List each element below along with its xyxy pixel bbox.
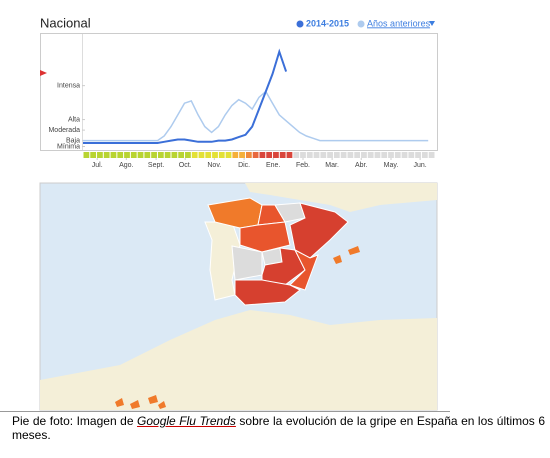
plot-frame bbox=[40, 33, 438, 151]
level-cell bbox=[198, 152, 205, 158]
level-cell bbox=[273, 152, 279, 158]
island bbox=[333, 255, 342, 264]
level-cell bbox=[293, 152, 300, 158]
island bbox=[158, 401, 166, 409]
level-cell bbox=[259, 152, 266, 158]
x-tick-label: Feb. bbox=[296, 162, 310, 169]
level-cell bbox=[245, 152, 252, 158]
map bbox=[39, 182, 438, 411]
level-cell bbox=[333, 152, 340, 158]
level-cell bbox=[320, 152, 327, 158]
series-line bbox=[83, 90, 429, 142]
level-cell bbox=[178, 152, 185, 158]
island bbox=[348, 246, 360, 255]
level-cell bbox=[144, 152, 151, 158]
x-tick-label: Mar. bbox=[325, 162, 339, 169]
y-tick-label: Moderada bbox=[48, 127, 80, 134]
level-cell bbox=[306, 152, 313, 158]
x-tick-label: Abr. bbox=[355, 162, 368, 169]
legend-swatch bbox=[357, 20, 365, 28]
caption-text: sobre la evolución de la gripe en España… bbox=[12, 414, 546, 442]
level-cell bbox=[151, 152, 157, 158]
legend-label: 2014-2015 bbox=[306, 18, 349, 28]
level-cell bbox=[218, 152, 225, 158]
y-tick-label: Mínima bbox=[57, 143, 80, 150]
y-tick-label: Alta bbox=[68, 116, 80, 123]
level-cell bbox=[381, 152, 388, 158]
level-cell bbox=[421, 152, 428, 158]
level-cell bbox=[286, 152, 293, 158]
legend-swatch bbox=[296, 20, 304, 28]
level-cell bbox=[374, 152, 381, 158]
level-cell bbox=[225, 152, 232, 158]
level-cell bbox=[340, 152, 347, 158]
caption-text: Pie de foto: Imagen de bbox=[12, 414, 138, 428]
level-cell bbox=[279, 152, 286, 158]
x-tick-label: Dic. bbox=[238, 162, 250, 169]
level-cell bbox=[415, 152, 421, 158]
level-cell bbox=[205, 152, 212, 158]
level-cell bbox=[428, 152, 435, 158]
level-cell bbox=[327, 152, 333, 158]
level-cell bbox=[171, 152, 178, 158]
level-cell bbox=[347, 152, 354, 158]
level-cell bbox=[388, 152, 394, 158]
level-cell bbox=[117, 152, 124, 158]
x-tick-label: Nov. bbox=[207, 162, 221, 169]
island bbox=[115, 398, 124, 407]
africa bbox=[40, 310, 437, 410]
level-cell bbox=[232, 152, 239, 158]
level-cell bbox=[124, 152, 130, 158]
level-cell bbox=[212, 152, 218, 158]
y-tick-label: Intensa bbox=[57, 82, 80, 89]
x-tick-label: Jun. bbox=[413, 162, 426, 169]
level-cell bbox=[252, 152, 259, 158]
caption-link[interactable]: Google Flu Trends bbox=[137, 414, 236, 428]
level-cell bbox=[300, 152, 306, 158]
level-cell bbox=[137, 152, 144, 158]
region bbox=[289, 248, 319, 291]
level-cell bbox=[103, 152, 110, 158]
region bbox=[231, 245, 263, 281]
x-tick-label: Ene. bbox=[266, 162, 280, 169]
island bbox=[130, 400, 140, 409]
y-tick-label: Baja bbox=[66, 137, 80, 144]
region bbox=[239, 221, 291, 253]
x-tick-label: May. bbox=[384, 162, 399, 169]
dropdown-arrow[interactable] bbox=[429, 21, 435, 26]
level-cell bbox=[157, 152, 164, 158]
x-tick-label: Ago. bbox=[119, 162, 133, 169]
series-line bbox=[83, 48, 288, 144]
level-cell bbox=[83, 152, 90, 158]
level-cell bbox=[361, 152, 367, 158]
level-cell bbox=[164, 152, 171, 158]
level-cell bbox=[90, 152, 97, 158]
island bbox=[148, 395, 158, 404]
marker bbox=[40, 70, 47, 76]
level-cell bbox=[354, 152, 361, 158]
level-cell bbox=[97, 152, 103, 158]
x-tick-label: Jul. bbox=[92, 162, 103, 169]
x-tick-label: Oct. bbox=[179, 162, 192, 169]
level-cell bbox=[266, 152, 273, 158]
region bbox=[234, 279, 301, 306]
level-cell bbox=[394, 152, 401, 158]
france bbox=[245, 183, 437, 212]
level-cell bbox=[110, 152, 117, 158]
level-cell bbox=[239, 152, 245, 158]
level-cell bbox=[401, 152, 408, 158]
x-tick-label: Sept. bbox=[148, 162, 164, 169]
caption: Pie de foto: Imagen de Google Flu Trends… bbox=[12, 414, 545, 442]
level-cell bbox=[367, 152, 374, 158]
level-cell bbox=[130, 152, 137, 158]
chart-title: Nacional bbox=[40, 15, 91, 30]
level-cell bbox=[313, 152, 320, 158]
legend-label[interactable]: Años anteriores bbox=[367, 18, 431, 28]
level-cell bbox=[408, 152, 415, 158]
level-cell bbox=[191, 152, 198, 158]
level-cell bbox=[185, 152, 191, 158]
